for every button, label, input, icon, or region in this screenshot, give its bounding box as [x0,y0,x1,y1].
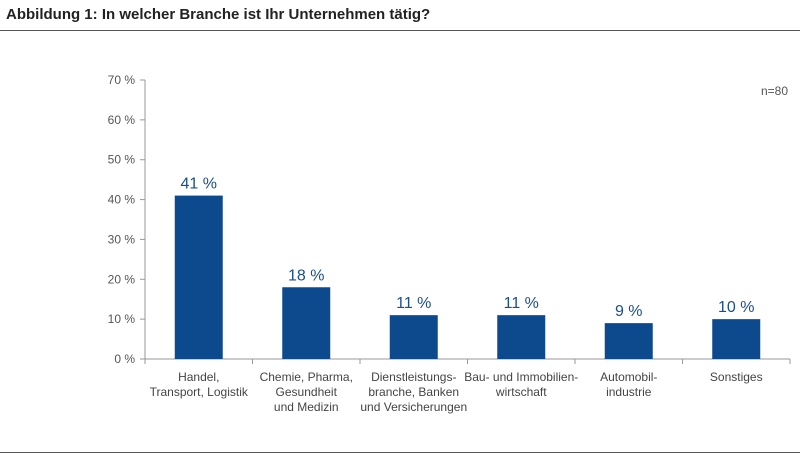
sample-size-note: n=80 [760,84,788,98]
chart-title: Abbildung 1: In welcher Branche ist Ihr … [6,6,431,23]
top-divider [0,30,800,31]
bar [174,195,223,359]
data-label: 41 % [181,176,217,193]
data-label: 11 % [396,295,431,312]
category-label: branche, Banken [368,385,459,399]
category-label: Sonstiges [710,370,763,384]
category-label: Dienstleistungs- [371,370,456,384]
category-label: und Medizin [274,400,339,414]
bar [389,315,438,359]
category-label: Gesundheit [276,385,338,399]
bottom-divider [0,452,800,453]
bar [712,319,761,359]
bar [282,287,331,359]
data-label: 9 % [615,303,643,320]
y-tick-label: 30 % [108,232,136,246]
y-tick-label: 40 % [108,193,136,207]
bar [497,315,546,359]
bar [604,323,653,359]
category-label: industrie [606,385,652,399]
category-label: Bau- und Immobilien- [464,370,578,384]
category-label: Transport, Logistik [150,385,249,399]
category-label: und Versicherungen [360,400,467,414]
y-tick-label: 50 % [108,153,136,167]
category-label: Automobil- [600,370,657,384]
y-tick-label: 20 % [108,272,136,286]
category-label: wirtschaft [495,385,547,399]
data-label: 11 % [504,295,539,312]
category-label: Handel, [178,370,219,384]
y-tick-label: 0 % [114,352,135,366]
category-label: Chemie, Pharma, [260,370,353,384]
y-tick-label: 60 % [108,113,136,127]
y-tick-label: 10 % [108,312,136,326]
y-tick-label: 70 % [108,73,136,87]
data-label: 10 % [718,299,754,316]
data-label: 18 % [288,267,324,284]
